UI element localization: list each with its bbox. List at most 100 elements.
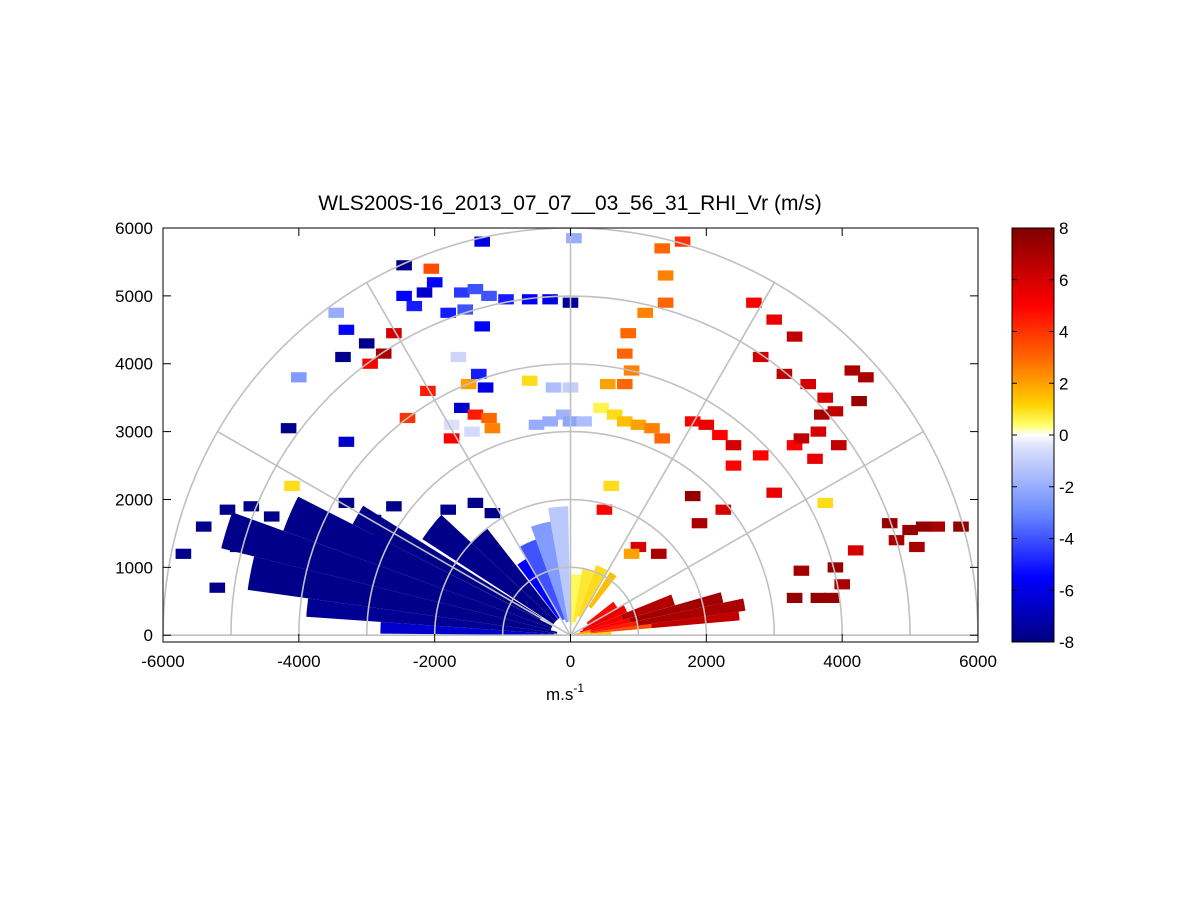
velocity-cell [474,321,490,332]
velocity-cell [851,396,867,407]
velocity-cell [372,535,389,546]
velocity-cell [817,497,833,508]
velocity-cell [358,338,375,349]
velocity-cell [209,582,226,593]
velocity-cell [766,487,782,498]
velocity-cell [817,392,833,403]
velocity-cell [827,562,844,573]
velocity-sector [588,571,617,609]
velocity-cell [416,287,433,298]
axes: -6000 -4000 -2000 0 2000 4000 6000 0 1000 2000 300… [115,219,997,671]
y-tick-label: 3000 [115,423,153,442]
colorbar-tick-label: -2 [1059,478,1074,497]
velocity-cell [752,450,769,461]
velocity-cell [338,497,355,508]
velocity-cell [420,385,436,396]
velocity-sector [422,514,556,625]
velocity-cell [471,368,487,379]
velocity-cell [746,297,762,308]
velocity-sector [629,592,724,623]
colorbar: -8 -6 -4 -2 0 2 4 6 8 [1011,219,1074,652]
velocity-cell [195,521,212,532]
velocity-cell [725,460,742,471]
velocity-cell [484,423,501,434]
x-axis-label-base: m.s [546,685,573,704]
velocity-cell [827,406,844,417]
velocity-cell [657,270,674,281]
velocity-cell [617,348,633,359]
velocity-cell [766,314,782,325]
x-tick-label: -2000 [413,652,456,671]
azimuth-spoke [570,430,924,636]
velocity-cell [474,236,490,247]
velocity-cell [674,236,691,247]
velocity-cell [793,433,810,444]
velocity-cell [902,524,918,536]
velocity-sector [572,568,594,623]
velocity-cell [617,416,633,427]
velocity-cell [284,480,300,491]
y-tick-label: 4000 [115,355,153,374]
velocity-sector [570,631,612,636]
velocity-cell [498,294,514,305]
velocity-cell [280,423,297,434]
velocity-cell [606,409,623,420]
velocity-cell [800,379,816,390]
velocity-cell [484,508,501,519]
velocity-cell [481,412,497,424]
velocity-cell [953,521,969,532]
velocity-cell [229,541,246,553]
velocity-cell [566,233,582,244]
velocity-sector [283,496,553,629]
velocity-cell [423,263,440,274]
velocity-cell [810,426,827,437]
velocity-sector [590,621,638,633]
velocity-cell [542,416,558,427]
velocity-cell [440,307,456,318]
velocity-cell [291,372,307,383]
velocity-cell [450,351,467,363]
x-tick-label: 0 [566,652,575,671]
velocity-sector [579,614,623,633]
velocity-sector [582,604,628,631]
velocity-cell [555,409,572,420]
x-tick-label: 4000 [823,652,861,671]
velocity-cell [521,294,538,305]
velocity-cell [338,436,355,447]
velocity-sector [651,611,740,629]
velocity-sector [570,629,591,636]
velocity-cell [396,290,412,301]
velocity-cell [654,243,670,254]
velocity-cell [386,501,402,512]
velocity-cell [467,284,484,295]
velocity-cell [396,260,412,271]
x-tick-label: -4000 [277,652,320,671]
velocity-cell [684,491,701,502]
velocity-cell [752,351,769,363]
velocity-cell [630,541,647,553]
velocity-cell [909,541,925,553]
velocity-sector [590,618,631,631]
velocity-cell [521,375,538,386]
velocity-sector [519,539,565,621]
velocity-cell [464,426,480,437]
chart-title: WLS200S-16_2013_07_07__03_56_31_RHI_Vr (… [318,192,822,215]
x-tick-label: -6000 [141,652,184,671]
velocity-cell [881,518,898,529]
velocity-cell [375,348,392,359]
velocity-cell [365,514,382,525]
velocity-cell [440,504,456,515]
colorbar-ticks: -8 -6 -4 -2 0 2 4 6 8 [1012,219,1074,652]
velocity-cell [810,592,827,603]
velocity-cell [335,351,351,363]
y-tick-label: 5000 [115,287,153,306]
velocity-cell [712,429,728,441]
velocity-cell [623,548,640,559]
x-axis-label-exponent: -1 [573,681,584,695]
velocity-cell [542,294,558,305]
velocity-sector [380,622,564,636]
velocity-cell [786,592,803,603]
colorbar-tick-label: 8 [1059,219,1068,238]
velocity-sector [570,631,591,636]
colorbar-tick-label: -6 [1059,581,1074,600]
